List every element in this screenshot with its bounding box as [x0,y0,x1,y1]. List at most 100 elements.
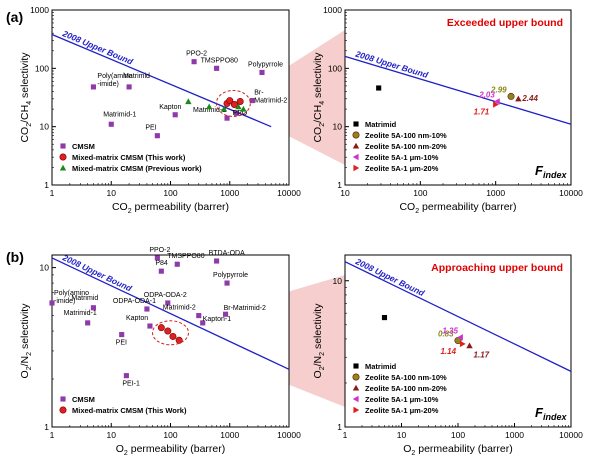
x-tick-label: 10 [397,430,407,440]
chart-b-right: 1 10 100 1000 10000 1 10 O2 permeability (barre… [312,254,583,457]
y-axis-label: CO2/CH4 selectivity [19,52,33,143]
y-tick-label: 1 [44,422,49,432]
point-label: Polypyrrole [213,272,248,279]
point-label: ODPA-ODA-1 [113,298,156,305]
point-label: Poly(amino -imide) [54,290,89,305]
y-tick-label: 10 [333,122,343,132]
series-0: Poly(amino -imide)Matrimid Matrimid-1 PEI PE… [49,247,266,388]
data-point [206,103,213,110]
data-point [158,268,164,274]
point-label: PEI [145,125,156,132]
data-point [191,59,197,65]
y-tick-label: 100 [35,63,49,73]
y-tick-label: 1 [44,180,49,190]
data-point [147,323,153,329]
legend-marker [59,153,67,161]
annotation-title: Approaching upper bound [431,262,563,274]
data-point [196,313,202,319]
upper-bound-line [344,55,572,125]
legend-marker [353,406,360,414]
legend-entry: CMSM [72,395,95,404]
x-tick-label: 100 [413,188,427,198]
data-point [214,65,220,71]
point-label: ODPA-ODA-2 [144,292,187,299]
point-label: Polypyrrole [248,61,283,68]
data-point [381,315,388,321]
y-tick-label: 1000 [323,5,342,15]
y-axis-label: O2/N2 selectivity [19,303,33,379]
data-point [169,332,177,340]
x-tick-label: 10 [340,188,350,198]
x-tick-label: 10 [107,430,117,440]
x-axis-label: CO2 permeability (barrer) [112,201,229,215]
legend-entry: Zeolite 5A-1 μm-10% [365,395,439,404]
point-label: PPO-2 [149,247,170,254]
series-1 [223,97,244,108]
legend-marker [352,153,359,161]
y-tick-label: 10 [40,263,50,273]
data-point [214,258,220,264]
x-tick-label: 1 [50,188,55,198]
data-point [85,320,91,326]
y-tick-label: 1 [337,422,342,432]
point-label: TMSPPO80 [201,57,238,64]
annotation-title: Exceeded upper bound [447,17,563,29]
legend-marker [353,363,359,369]
legend-entry: CMSM [72,142,95,151]
data-point [224,280,230,286]
x-tick-label: 10000 [277,430,301,440]
point-label: 2.99 [490,85,507,94]
legend-marker [353,121,359,127]
data-point [90,84,96,90]
data-point [172,112,178,118]
series-0 [381,315,388,321]
legend-entry: Matrimid [365,362,397,371]
point-label: Matrimid-1 [103,111,136,118]
data-point [154,255,160,261]
series-2 [185,98,247,112]
data-point [507,92,515,100]
data-point [494,98,500,105]
series-3: 1.35 [442,326,463,341]
point-label: P84 [155,260,168,267]
legend-entry: Zeolite 5A-100 nm-10% [365,373,447,382]
point-label: Poly(amino -imide) [97,73,132,88]
legend-entry: Matrimid [365,120,397,129]
series-1 [157,324,183,344]
upper-bound-line [344,261,572,372]
x-axis-label: O2 permeability (barrer) [403,443,513,457]
point-label: Kapton [159,104,181,111]
highlight-ellipse [152,320,189,346]
highlight-ellipse [215,89,251,117]
x-tick-label: 100 [163,430,177,440]
data-point [376,85,382,91]
point-label: 1.14 [440,347,456,356]
data-point [240,105,247,112]
series-3: 2.03 [478,91,500,105]
y-tick-label: 1000 [30,5,49,15]
legend-marker [59,164,67,171]
x-tick-label: 10000 [559,430,583,440]
point-label: PEI [116,340,127,347]
plot-frame [51,254,290,428]
chart-a-left: 1 10 100 1000 10000 1 10 100 1000 CO2 permeabilit… [19,5,301,215]
legend-entry: Mixed-matrix CMSM (Previous work) [72,164,202,173]
legend-entry: Zeolite 5A-100 nm-20% [365,384,447,393]
x-tick-label: 10 [107,188,117,198]
data-point [226,97,234,105]
data-point [230,100,238,108]
data-point [90,305,96,311]
data-point [185,98,192,105]
x-tick-label: 1 [50,430,55,440]
point-label: PPO [233,110,248,117]
point-label: PEI-1 [122,381,140,388]
data-point [200,320,206,326]
data-point [459,340,466,348]
data-point [123,373,129,379]
point-label: Matrimid-1 [64,310,97,317]
data-point [224,115,230,121]
point-label: Matrimid [123,73,150,80]
series-0 [376,85,382,91]
